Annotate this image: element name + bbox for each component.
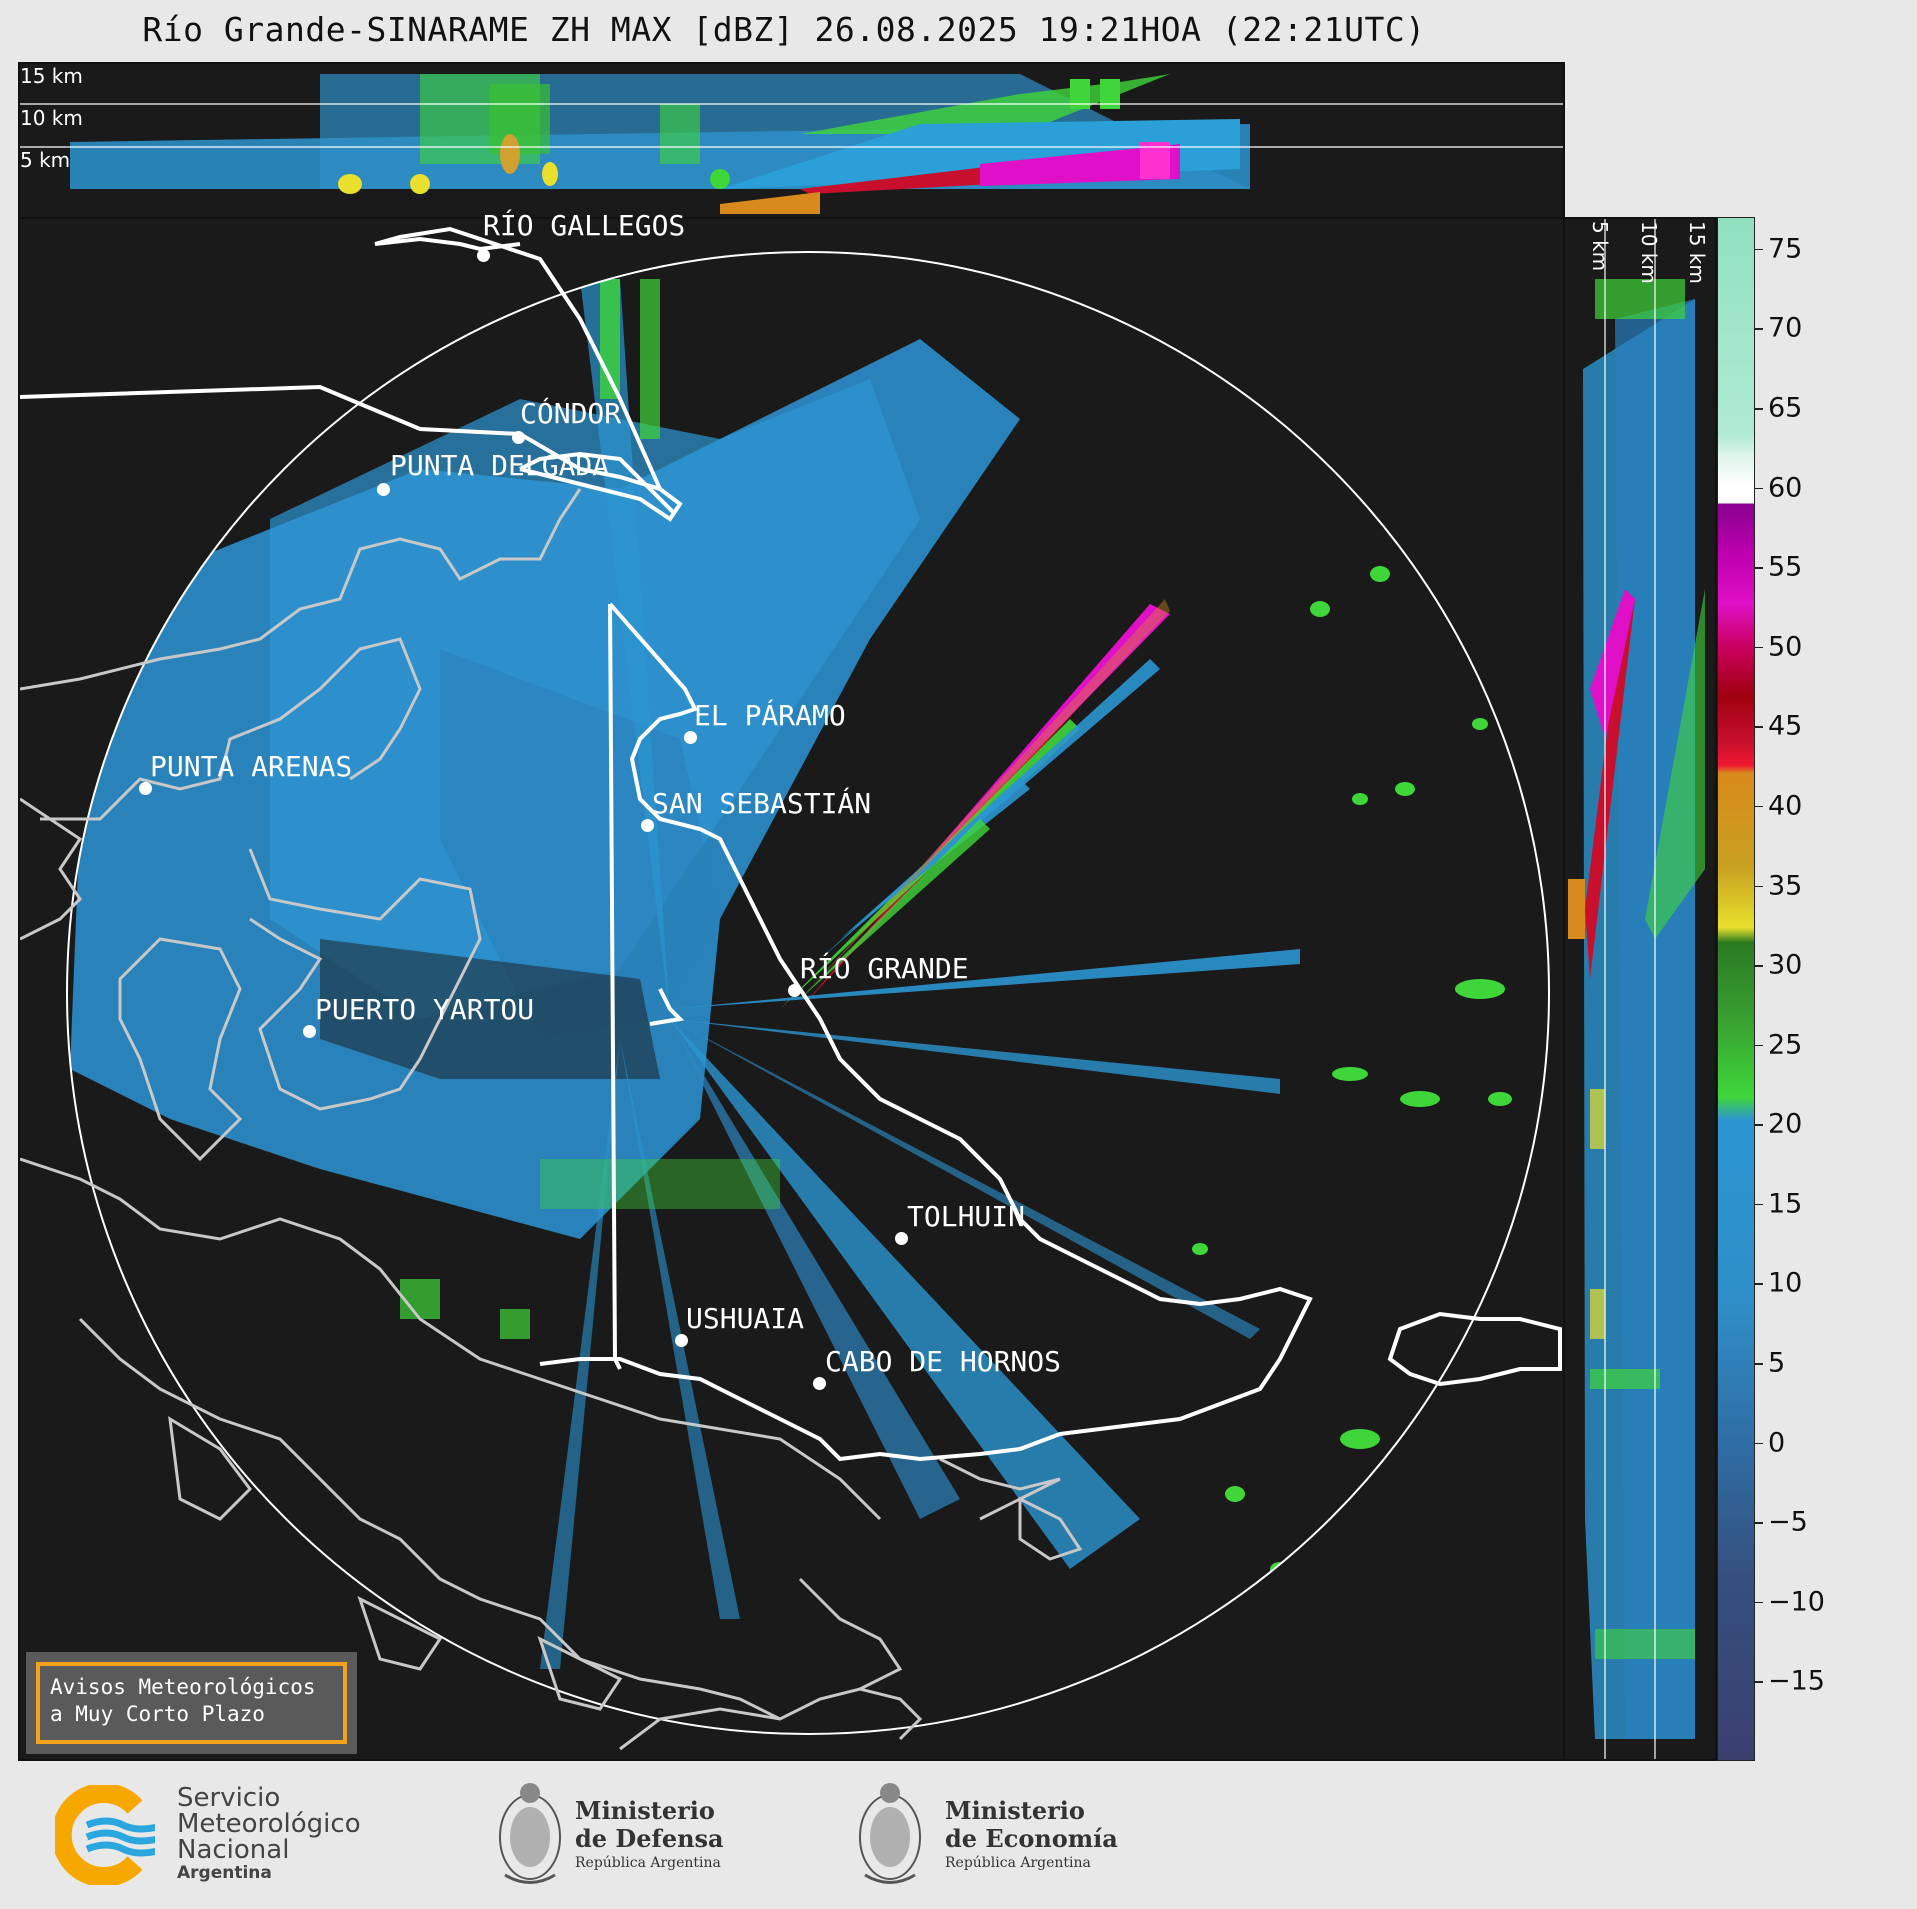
colorbar-tick	[1755, 487, 1763, 490]
side-height-label-5km: 5 km	[1588, 221, 1612, 272]
colorbar-tick	[1755, 646, 1763, 649]
colorbar-tick-label: 40	[1768, 790, 1803, 822]
colorbar-tick	[1755, 1442, 1763, 1445]
city-dot-rio-grande	[788, 984, 801, 997]
colorbar-tick	[1755, 1601, 1763, 1604]
defensa-line-3: República Argentina	[575, 1855, 721, 1871]
colorbar-tick	[1755, 567, 1763, 569]
colorbar-tick-label: 30	[1768, 949, 1803, 981]
city-dot-cabo-de-hornos	[813, 1377, 826, 1390]
colorbar-tick-label: 55	[1768, 551, 1803, 583]
city-dot-san-sebastian	[641, 819, 654, 832]
side-cross-section-panel: 5 km 10 km 15 km	[1563, 217, 1717, 1761]
colorbar-tick	[1755, 328, 1763, 330]
side-cross-section-plot	[1568, 219, 1705, 1759]
coastlines	[20, 488, 1083, 1751]
smn-logo: Servicio Meteorológico Nacional Argentin…	[55, 1785, 385, 1885]
colorbar-tick-label: 75	[1768, 233, 1803, 265]
city-dot-ushuaia	[675, 1334, 688, 1347]
borders	[20, 226, 1562, 1462]
city-label-ushuaia: USHUAIA	[686, 1302, 805, 1335]
colorbar-tick-label: 60	[1768, 472, 1803, 504]
smn-line-3: Nacional	[177, 1835, 290, 1865]
smn-line-1: Servicio	[177, 1783, 281, 1813]
city-label-punta-delgada: PUNTA DELGADA	[390, 449, 610, 482]
colorbar-tick-label: 15	[1768, 1188, 1803, 1220]
defensa-logo: Ministerio de Defensa República Argentin…	[495, 1775, 745, 1895]
city-label-rio-gallegos: RÍO GALLEGOS	[483, 209, 686, 242]
coat-of-arms-icon	[499, 1783, 561, 1884]
smn-line-4: Argentina	[177, 1863, 272, 1883]
top-cross-section-panel: 15 km 10 km 5 km	[18, 62, 1565, 219]
radar-map	[20, 226, 1562, 1751]
smn-line-2: Meteorológico	[177, 1809, 361, 1839]
colorbar-tick-label: −10	[1768, 1586, 1825, 1618]
top-cross-section-plot	[20, 74, 1563, 214]
city-dot-punta-arenas	[139, 782, 152, 795]
city-label-puerto-yartou: PUERTO YARTOU	[315, 993, 535, 1026]
colorbar-tick	[1755, 1044, 1763, 1047]
height-label-5km: 5 km	[20, 148, 71, 172]
city-dot-punta-delgada	[377, 483, 390, 496]
side-height-label-15km: 15 km	[1685, 221, 1709, 284]
notice-box[interactable]: Avisos Meteorológicos a Muy Corto Plazo	[26, 1652, 357, 1754]
colorbar-tick	[1755, 1283, 1763, 1285]
city-label-rio-grande: RÍO GRANDE	[800, 952, 969, 985]
city-label-san-sebastian: SAN SEBASTIÁN	[652, 787, 872, 820]
side-height-label-10km: 10 km	[1637, 221, 1661, 284]
colorbar-tick-label: 25	[1768, 1029, 1803, 1061]
city-dot-condor	[512, 431, 525, 444]
economia-line-3: República Argentina	[945, 1855, 1091, 1871]
reflectivity-field	[70, 279, 1512, 1669]
economia-logo: Ministerio de Economía República Argenti…	[855, 1775, 1118, 1895]
city-dot-tolhuin	[895, 1232, 908, 1245]
colorbar-tick	[1755, 726, 1763, 728]
colorbar-tick	[1755, 885, 1763, 888]
colorbar-tick	[1755, 1522, 1763, 1524]
city-label-el-paramo: EL PÁRAMO	[694, 699, 846, 732]
smn-logo-icon	[55, 1785, 155, 1885]
colorbar-tick	[1755, 1124, 1763, 1126]
economia-line-2: de Economía	[945, 1824, 1118, 1853]
height-label-10km: 10 km	[20, 106, 83, 130]
colorbar-tick-label: 65	[1768, 392, 1803, 424]
city-label-tolhuin: TOLHUIN	[907, 1200, 1026, 1233]
city-label-punta-arenas: PUNTA ARENAS	[150, 750, 353, 783]
city-dot-rio-gallegos	[477, 249, 490, 262]
colorbar-tick-label: 5	[1768, 1347, 1786, 1379]
notice-line-2: a Muy Corto Plazo	[50, 1702, 265, 1726]
colorbar	[1717, 217, 1755, 1761]
colorbar-tick	[1755, 1681, 1763, 1683]
coat-of-arms-icon	[859, 1783, 921, 1884]
colorbar-tick	[1755, 965, 1763, 967]
colorbar-tick-label: 10	[1768, 1267, 1803, 1299]
colorbar-tick-label: −5	[1768, 1506, 1808, 1538]
colorbar-tick-label: 45	[1768, 710, 1803, 742]
colorbar-tick-label: 70	[1768, 312, 1803, 344]
city-dot-puerto-yartou	[303, 1025, 316, 1038]
colorbar-tick	[1755, 1363, 1763, 1365]
defensa-line-2: de Defensa	[575, 1824, 724, 1853]
city-label-cabo-de-hornos: CABO DE HORNOS	[825, 1345, 1062, 1378]
colorbar-tick-label: 35	[1768, 870, 1803, 902]
city-dot-el-paramo	[684, 731, 697, 744]
colorbar-tick-label: −15	[1768, 1665, 1825, 1697]
chart-title: Río Grande-SINARAME ZH MAX [dBZ] 26.08.2…	[142, 10, 1426, 49]
colorbar-tick	[1755, 248, 1763, 251]
colorbar-tick-label: 20	[1768, 1108, 1803, 1140]
economia-line-1: Ministerio	[945, 1796, 1085, 1825]
colorbar-tick	[1755, 805, 1763, 808]
height-label-15km: 15 km	[20, 64, 83, 88]
radar-map-panel: RÍO GALLEGOS CÓNDOR PUNTA DELGADA EL PÁR…	[18, 209, 1565, 1761]
colorbar-tick-label: 0	[1768, 1427, 1786, 1459]
city-label-condor: CÓNDOR	[520, 397, 622, 430]
colorbar-tick	[1755, 1203, 1763, 1206]
defensa-line-1: Ministerio	[575, 1796, 715, 1825]
notice-line-1: Avisos Meteorológicos	[50, 1675, 316, 1699]
colorbar-tick-label: 50	[1768, 631, 1803, 663]
colorbar-tick	[1755, 408, 1763, 410]
